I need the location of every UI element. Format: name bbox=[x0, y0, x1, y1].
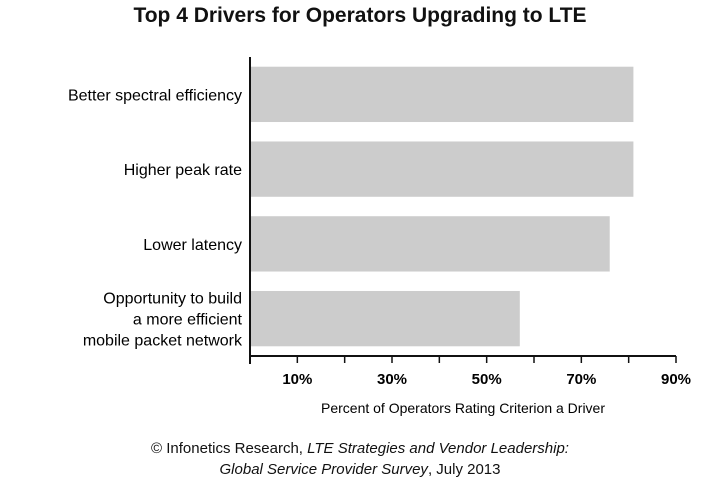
bar-4 bbox=[250, 290, 520, 347]
chart-title: Top 4 Drivers for Operators Upgrading to… bbox=[133, 4, 587, 27]
category-labels: Better spectral efficiency Higher peak ra… bbox=[68, 87, 243, 349]
source-line-2: Global Service Provider Survey, July 201… bbox=[0, 459, 720, 480]
bar-2 bbox=[250, 141, 634, 197]
x-tick-label: 90% bbox=[661, 371, 691, 388]
source-report-title: LTE Strategies and Vendor Leadership: bbox=[307, 440, 569, 457]
category-label-line: a more efficient bbox=[133, 312, 243, 329]
source-survey-title: Global Service Provider Survey bbox=[219, 461, 428, 478]
bar-1 bbox=[250, 66, 634, 123]
bar-chart: Better spectral efficiency Higher peak ra… bbox=[68, 57, 691, 416]
bars-layer bbox=[250, 66, 634, 347]
category-label-2: Higher peak rate bbox=[124, 162, 242, 179]
x-tick-label: 10% bbox=[282, 371, 312, 388]
category-label-line: Better spectral efficiency bbox=[68, 87, 242, 104]
bar-3 bbox=[250, 216, 610, 272]
x-tick-label: 70% bbox=[566, 371, 596, 388]
source-citation: © Infonetics Research, LTE Strategies an… bbox=[0, 438, 720, 480]
source-line-1: © Infonetics Research, LTE Strategies an… bbox=[0, 438, 720, 459]
x-tick-label: 50% bbox=[472, 371, 502, 388]
x-tick-label: 30% bbox=[377, 371, 407, 388]
category-label-3: Lower latency bbox=[143, 237, 242, 254]
x-axis-title: Percent of Operators Rating Criterion a … bbox=[321, 400, 605, 416]
x-axis: 10% 30% 50% 70% 90% bbox=[249, 57, 691, 388]
category-label-line: Opportunity to build bbox=[103, 291, 242, 308]
source-prefix: © Infonetics Research, bbox=[151, 440, 308, 457]
category-label-4: Opportunity to build a more efficient mobi… bbox=[83, 291, 243, 350]
category-label-line: mobile packet network bbox=[83, 333, 243, 350]
category-label-line: Higher peak rate bbox=[124, 162, 242, 179]
source-date: , July 2013 bbox=[427, 461, 501, 478]
category-label-line: Lower latency bbox=[143, 237, 242, 254]
category-label-1: Better spectral efficiency bbox=[68, 87, 242, 104]
